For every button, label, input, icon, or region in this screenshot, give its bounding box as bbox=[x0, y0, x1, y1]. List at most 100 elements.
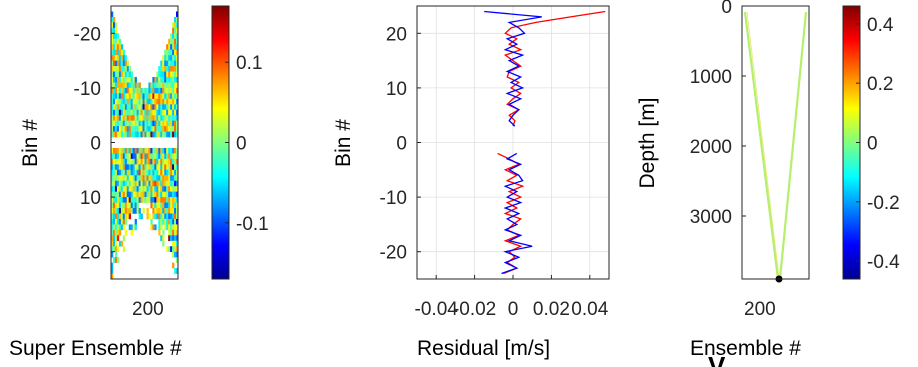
heatmap-cell bbox=[114, 213, 118, 220]
heatmap-cell bbox=[112, 27, 116, 34]
axes-2-y-ticks: 20 10 0 -10 -20 bbox=[380, 24, 421, 264]
heatmap-cell bbox=[172, 87, 175, 94]
heatmap-cell bbox=[174, 76, 177, 83]
heatmap-cell bbox=[150, 158, 153, 165]
heatmap-cell bbox=[112, 131, 116, 138]
heatmap-cell bbox=[124, 126, 128, 132]
heatmap-cell bbox=[162, 202, 165, 209]
heatmap-cell bbox=[168, 49, 171, 56]
heatmap-cell bbox=[170, 71, 173, 78]
heatmap-cell bbox=[174, 229, 177, 236]
heatmap-cell bbox=[166, 49, 169, 56]
heatmap-cell bbox=[142, 180, 145, 187]
heatmap-cell bbox=[122, 197, 126, 203]
heatmap-cell bbox=[134, 87, 137, 94]
heatmap-cell bbox=[114, 66, 118, 72]
heatmap-cell bbox=[160, 235, 163, 242]
heatmap-cell bbox=[134, 164, 137, 171]
heatmap-cell bbox=[126, 186, 130, 192]
heatmap-cell bbox=[124, 82, 128, 89]
heatmap-cell bbox=[146, 197, 149, 203]
heatmap-cell bbox=[160, 131, 163, 138]
heatmap-cell bbox=[174, 38, 177, 45]
heatmap-cell bbox=[112, 197, 116, 203]
heatmap-cell bbox=[156, 164, 159, 171]
heatmap-cell bbox=[176, 235, 179, 242]
heatmap-cell bbox=[111, 60, 114, 67]
heatmap-cell bbox=[132, 175, 135, 182]
heatmap-cell bbox=[112, 87, 116, 94]
heatmap-cell bbox=[136, 180, 139, 187]
axes-3-y-label: Depth [m] bbox=[636, 97, 659, 188]
heatmap-cell bbox=[138, 147, 141, 154]
heatmap-cell bbox=[148, 115, 151, 121]
heatmap-cell bbox=[126, 175, 130, 182]
heatmap-cell bbox=[174, 22, 177, 29]
heatmap-cell bbox=[164, 126, 167, 132]
axes-1-y-label: Bin # bbox=[19, 119, 42, 167]
heatmap-cell bbox=[138, 213, 141, 220]
heatmap-cell bbox=[166, 153, 169, 160]
heatmap-cell bbox=[174, 93, 177, 100]
heatmap-cell bbox=[122, 98, 126, 105]
heatmap-cell bbox=[164, 71, 167, 78]
heatmap-cell bbox=[126, 131, 130, 138]
heatmap-cell bbox=[120, 115, 124, 121]
heatmap-cell bbox=[114, 208, 118, 214]
heatmap-cell bbox=[166, 82, 169, 89]
y-tick-label: 2000 bbox=[690, 137, 732, 158]
heatmap-cell bbox=[138, 158, 141, 165]
heatmap-cell bbox=[120, 76, 124, 83]
heatmap-cell bbox=[144, 104, 147, 111]
heatmap-cell bbox=[134, 93, 137, 100]
heatmap-cell bbox=[174, 98, 177, 105]
heatmap-cell bbox=[116, 126, 120, 132]
heatmap-cell bbox=[170, 197, 173, 203]
heatmap-cell bbox=[156, 147, 159, 154]
heatmap-cell bbox=[116, 158, 120, 165]
heatmap-cell bbox=[142, 115, 145, 121]
heatmap-cell bbox=[120, 218, 124, 225]
heatmap-cell bbox=[132, 224, 135, 231]
heatmap-cell bbox=[160, 180, 163, 187]
heatmap-cell bbox=[170, 131, 173, 138]
heatmap-cell bbox=[114, 147, 118, 154]
heatmap-cell bbox=[164, 76, 167, 83]
heatmap-cell bbox=[118, 202, 122, 209]
heatmap-cell bbox=[136, 82, 139, 89]
heatmap-cell bbox=[150, 109, 153, 116]
heatmap-cell bbox=[118, 115, 122, 121]
heatmap-cell bbox=[116, 246, 120, 252]
heatmap-cell bbox=[118, 153, 122, 160]
heatmap-cell bbox=[152, 175, 155, 182]
heatmap-cell bbox=[176, 27, 179, 34]
heatmap-cell bbox=[148, 153, 151, 160]
heatmap-cell bbox=[126, 76, 130, 83]
heatmap-cell bbox=[174, 147, 177, 154]
heatmap-cell bbox=[146, 147, 149, 154]
heatmap-cell bbox=[120, 164, 124, 171]
heatmap-cell bbox=[170, 104, 173, 111]
heatmap-cell bbox=[158, 164, 161, 171]
heatmap-cell bbox=[111, 268, 114, 274]
heatmap-cell bbox=[176, 169, 179, 176]
heatmap-cell bbox=[150, 93, 153, 100]
axes-3-x-label: Ensemble # bbox=[690, 337, 801, 360]
heatmap-cell bbox=[166, 98, 169, 105]
heatmap-cell bbox=[118, 208, 122, 214]
heatmap-cell bbox=[112, 98, 116, 105]
heatmap-cell bbox=[146, 131, 149, 138]
heatmap-cell bbox=[140, 197, 143, 203]
heatmap-cell bbox=[160, 71, 163, 78]
heatmap-cell bbox=[138, 186, 141, 192]
heatmap-cell bbox=[160, 224, 163, 231]
heatmap-cell bbox=[112, 208, 116, 214]
heatmap-cell bbox=[112, 71, 116, 78]
heatmap-cell bbox=[136, 126, 139, 132]
heatmap-cell bbox=[162, 104, 165, 111]
heatmap-cell bbox=[126, 169, 130, 176]
heatmap-cell bbox=[166, 60, 169, 67]
heatmap-cell bbox=[134, 224, 137, 231]
heatmap-cell bbox=[164, 164, 167, 171]
heatmap-cell bbox=[162, 175, 165, 182]
